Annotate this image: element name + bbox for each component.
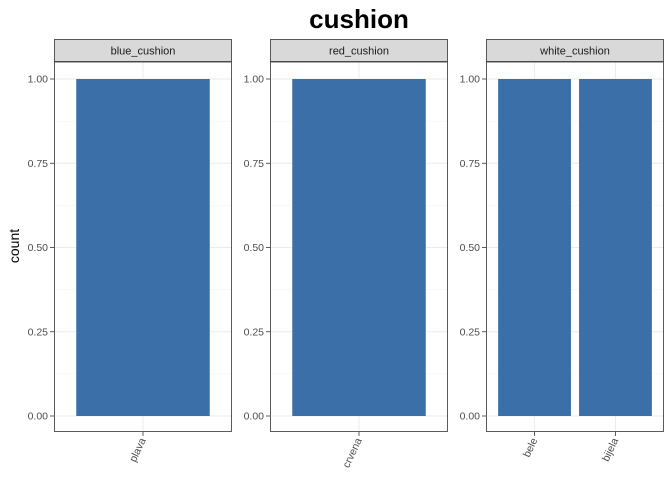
y-tick-label: 0.50 <box>28 242 49 254</box>
panel-border <box>54 61 232 432</box>
y-tick-label: 0.75 <box>244 158 265 170</box>
y-tick-label: 0.25 <box>460 326 481 338</box>
x-tick-label-bele: bele <box>521 436 540 459</box>
facet-strip-label: white_cushion <box>539 46 610 58</box>
chart-title: cushion <box>309 4 409 34</box>
y-tick-label: 0.00 <box>28 411 49 423</box>
facet-strip-label: blue_cushion <box>111 46 176 58</box>
y-tick-label: 1.00 <box>244 74 265 86</box>
facet-strip-label: red_cushion <box>329 46 389 58</box>
panel-border <box>270 61 448 432</box>
y-tick-label: 1.00 <box>28 74 49 86</box>
facet-panels: blue_cushion 0.00 0.25 0.50 0.75 1.00 plava red… <box>28 39 664 470</box>
y-tick-label: 0.50 <box>460 242 481 254</box>
facet-strip <box>270 39 448 62</box>
y-tick-label: 1.00 <box>460 74 481 86</box>
y-tick-label: 0.75 <box>460 158 481 170</box>
facet-panel-red_cushion: red_cushion 0.00 0.25 0.50 0.75 1.00 crvena <box>244 39 448 470</box>
facet-strip <box>486 39 664 62</box>
facet-strip <box>54 39 232 62</box>
bar-plava <box>76 79 210 416</box>
x-tick-label-plava: plava <box>127 436 149 464</box>
bar-crvena <box>292 79 426 416</box>
facet-panel-white_cushion: white_cushion 0.00 0.25 0.50 0.75 1.00 bele bij… <box>460 39 664 464</box>
y-tick-label: 0.75 <box>28 158 49 170</box>
y-tick-label: 0.25 <box>244 326 265 338</box>
x-tick-label-crvena: crvena <box>341 436 365 470</box>
facet-panel-blue_cushion: blue_cushion 0.00 0.25 0.50 0.75 1.00 plava <box>28 39 232 464</box>
x-tick-label-bijela: bijela <box>600 436 621 463</box>
y-tick-label: 0.00 <box>244 411 265 423</box>
bar-bele <box>498 79 571 416</box>
y-tick-label: 0.50 <box>244 242 265 254</box>
y-tick-label: 0.25 <box>28 326 49 338</box>
bar-bijela <box>579 79 652 416</box>
panel-border <box>486 61 664 432</box>
y-axis-title: count <box>6 229 22 263</box>
y-tick-label: 0.00 <box>460 411 481 423</box>
